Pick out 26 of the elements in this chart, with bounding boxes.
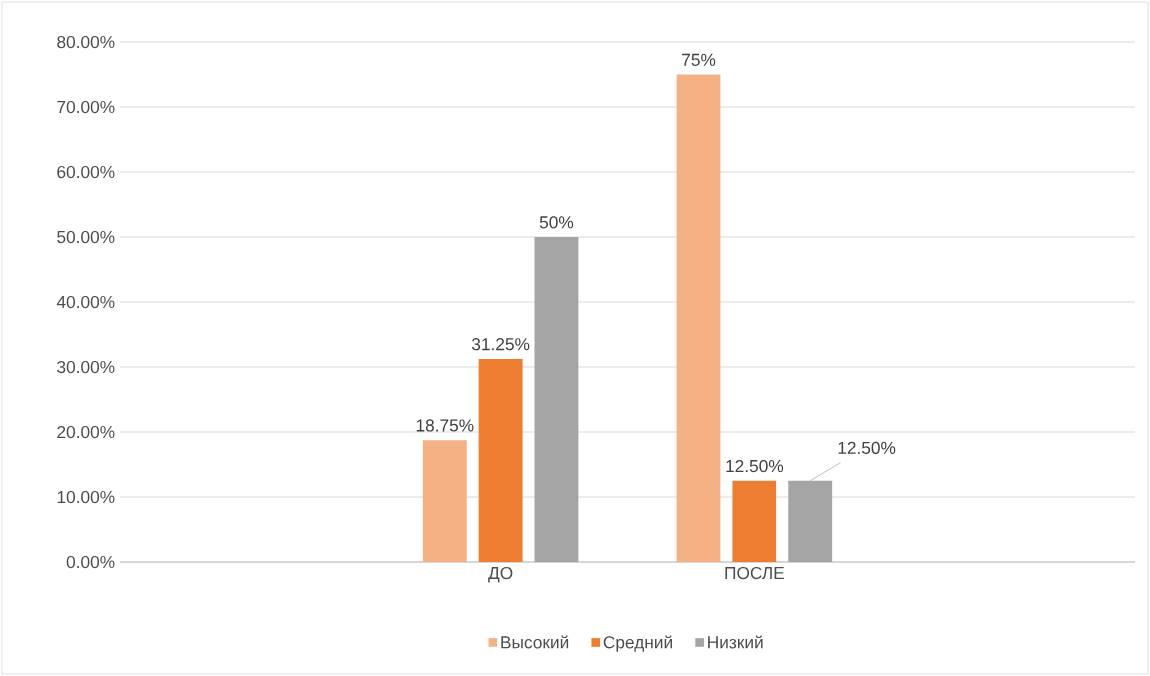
data-label: 50% bbox=[539, 216, 574, 229]
bar bbox=[676, 74, 721, 562]
y-tick-label: 0.00% bbox=[66, 555, 115, 569]
y-tick-label: 80.00% bbox=[57, 35, 115, 49]
bar bbox=[732, 480, 777, 562]
legend-label: Средний bbox=[603, 635, 672, 652]
data-label: 18.75% bbox=[416, 419, 474, 432]
legend-label: Низкий bbox=[708, 635, 763, 649]
y-tick-label: 30.00% bbox=[57, 360, 115, 374]
y-tick-label: 70.00% bbox=[57, 100, 115, 114]
x-tick-label: ПОСЛЕ bbox=[725, 566, 784, 580]
y-tick-label: 40.00% bbox=[56, 295, 115, 309]
data-label: 12.50% bbox=[838, 441, 896, 454]
bar bbox=[534, 237, 579, 562]
bar bbox=[422, 440, 467, 562]
bar bbox=[478, 358, 523, 562]
y-tick-label: 50.00% bbox=[57, 230, 115, 244]
y-tick-label: 20.00% bbox=[57, 425, 115, 439]
x-tick-label: ДО bbox=[488, 566, 513, 583]
data-label: 12.50% bbox=[726, 459, 784, 473]
data-label: 75% bbox=[682, 53, 716, 66]
y-tick-label: 10.00% bbox=[57, 490, 115, 504]
data-label: 31.25% bbox=[471, 338, 530, 351]
bar bbox=[788, 480, 833, 562]
y-tick-label: 60.00% bbox=[57, 165, 115, 179]
legend-label: Высокий bbox=[501, 635, 569, 649]
